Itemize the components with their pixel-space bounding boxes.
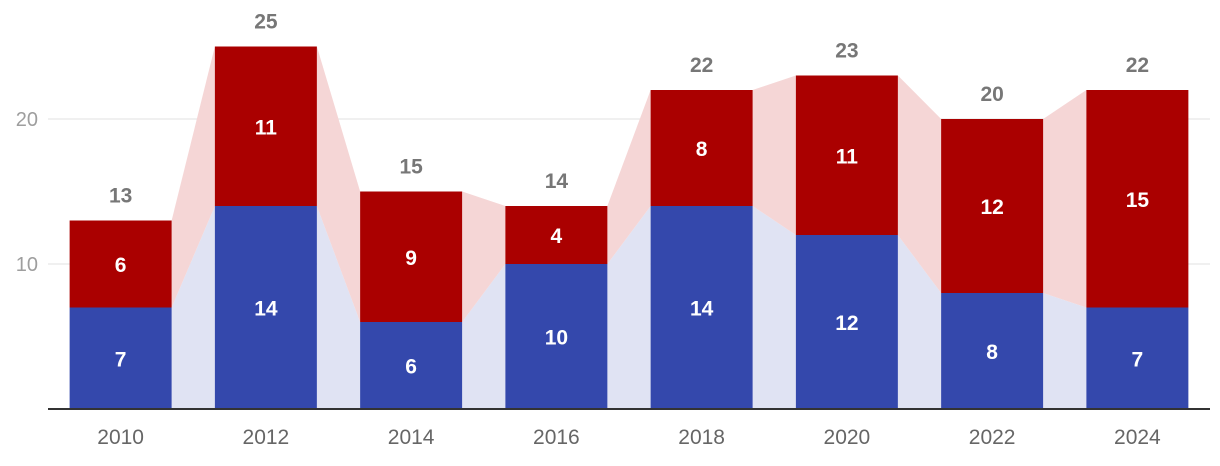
- bar-blue-2018: [650, 206, 753, 409]
- bar-red-2016: [505, 206, 608, 264]
- bar-red-label-2016: 4: [551, 225, 563, 248]
- bar-blue-2012: [214, 206, 317, 409]
- y-tick-label-20: 20: [16, 109, 38, 131]
- bar-blue-label-2014: 6: [405, 356, 417, 379]
- x-tick-label-2022: 2022: [969, 426, 1016, 449]
- band-blue-0: [171, 206, 215, 409]
- bar-blue-label-2020: 12: [835, 312, 858, 335]
- bar-red-label-2012: 11: [255, 116, 278, 139]
- bar-blue-2022: [941, 293, 1044, 409]
- bar-blue-2020: [795, 235, 898, 409]
- bar-red-2014: [360, 191, 463, 322]
- x-tick-label-2014: 2014: [388, 426, 435, 449]
- bar-blue-2016: [505, 264, 608, 409]
- band-blue-1: [316, 206, 361, 409]
- bar-red-label-2014: 9: [405, 247, 417, 270]
- bar-blue-label-2018: 14: [690, 298, 714, 321]
- band-red-3: [607, 90, 651, 264]
- bar-blue-label-2024: 7: [1132, 348, 1144, 371]
- bar-red-2010: [69, 220, 172, 308]
- bar-blue-2010: [69, 307, 172, 409]
- x-tick-label-2012: 2012: [243, 426, 290, 449]
- bar-red-label-2022: 12: [980, 196, 1003, 219]
- x-tick-label-2018: 2018: [678, 426, 725, 449]
- x-tick-label-2024: 2024: [1114, 426, 1161, 449]
- band-red-0: [171, 46, 215, 308]
- bar-red-2020: [795, 75, 898, 235]
- band-red-2: [462, 191, 506, 322]
- bar-blue-2024: [1086, 307, 1189, 409]
- x-tick-label-2010: 2010: [97, 426, 144, 449]
- total-label-2014: 15: [399, 156, 423, 179]
- x-tick-label-2016: 2016: [533, 426, 580, 449]
- bar-red-label-2018: 8: [696, 138, 708, 161]
- y-tick-label-10: 10: [16, 254, 38, 276]
- bar-red-2018: [650, 90, 753, 206]
- total-label-2024: 22: [1126, 54, 1149, 77]
- bar-blue-label-2010: 7: [115, 348, 127, 371]
- bar-blue-2014: [360, 322, 463, 409]
- band-red-1: [316, 46, 361, 322]
- bar-red-2024: [1086, 90, 1189, 308]
- x-tick-label-2020: 2020: [824, 426, 871, 449]
- total-label-2018: 22: [690, 54, 713, 77]
- bar-blue-label-2016: 10: [545, 327, 568, 350]
- total-label-2016: 14: [545, 170, 569, 193]
- bar-red-2012: [214, 46, 317, 206]
- total-label-2010: 13: [109, 185, 132, 208]
- bar-red-2022: [941, 119, 1044, 293]
- band-blue-2: [462, 264, 506, 409]
- total-label-2020: 23: [835, 40, 858, 63]
- total-label-2022: 20: [980, 83, 1003, 106]
- total-label-2012: 25: [254, 11, 278, 34]
- band-blue-6: [1043, 293, 1087, 409]
- bar-blue-label-2022: 8: [986, 341, 998, 364]
- bar-red-label-2024: 15: [1126, 189, 1150, 212]
- band-blue-4: [752, 206, 796, 409]
- band-red-5: [897, 75, 942, 293]
- bar-blue-label-2012: 14: [254, 298, 278, 321]
- bar-red-label-2010: 6: [115, 254, 127, 277]
- band-red-6: [1043, 90, 1087, 308]
- band-blue-3: [607, 206, 651, 409]
- bar-red-label-2020: 11: [836, 145, 859, 168]
- band-red-4: [752, 75, 796, 235]
